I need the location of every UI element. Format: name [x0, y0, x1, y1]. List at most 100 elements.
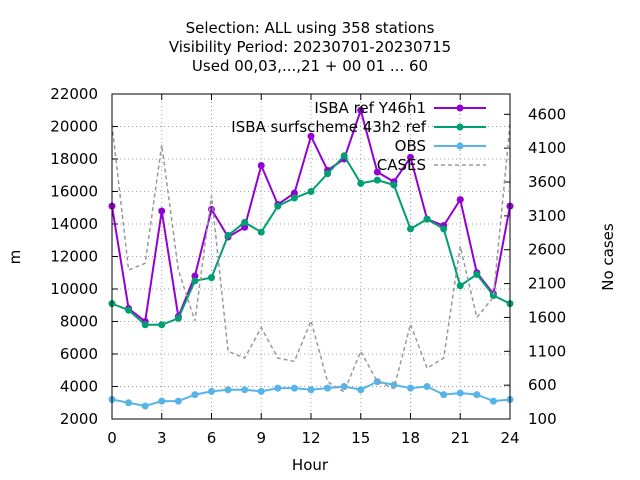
data-point — [224, 231, 232, 239]
y-tick-label: 22000 — [50, 85, 98, 103]
series-cases — [111, 124, 511, 394]
data-point — [241, 223, 249, 231]
legend-label: ISBA surfscheme 43h2 ref — [231, 118, 426, 136]
data-point — [158, 397, 166, 405]
data-point — [407, 384, 414, 392]
y2-tick-label: 3600 — [528, 173, 566, 191]
data-point — [307, 386, 315, 394]
y2-tick-label: 3100 — [528, 207, 566, 225]
y-axis-label: m — [6, 250, 24, 265]
series-layer — [108, 106, 514, 410]
data-point — [224, 386, 232, 394]
legend-marker — [456, 142, 464, 150]
x-tick-label: 21 — [451, 429, 470, 447]
y-tick-label: 8000 — [60, 313, 98, 331]
legend-label: OBS — [395, 137, 426, 155]
y2-tick-label: 100 — [528, 410, 557, 428]
data-point — [208, 274, 215, 282]
data-point — [257, 228, 265, 236]
data-point — [324, 384, 332, 392]
data-point — [440, 391, 448, 399]
x-tick-label: 0 — [107, 429, 117, 447]
plot-frame — [111, 93, 511, 420]
data-point — [257, 387, 265, 395]
data-point — [307, 132, 315, 140]
data-point — [390, 181, 398, 189]
data-point — [191, 391, 199, 399]
data-point — [290, 189, 298, 197]
series-obs — [108, 378, 514, 410]
data-point — [456, 282, 464, 290]
x-axis-ticks: 0 3 6 9 12 15 18 21 24 — [107, 94, 520, 447]
legend-item: ISBA surfscheme 43h2 ref — [231, 118, 486, 136]
y-tick-label: 12000 — [50, 248, 98, 266]
legend-item: CASES — [377, 156, 486, 174]
y2-tick-label: 1600 — [528, 308, 566, 326]
data-point — [423, 383, 431, 390]
legend-label: ISBA ref Y46h1 — [314, 99, 426, 117]
data-point — [274, 384, 282, 392]
data-point — [307, 188, 315, 195]
y2-tick-label: 4100 — [528, 139, 566, 157]
y-tick-label: 2000 — [60, 410, 98, 428]
y-tick-label: 18000 — [50, 150, 98, 168]
data-point — [440, 225, 448, 233]
data-point — [357, 179, 365, 187]
x-tick-label: 24 — [500, 429, 519, 447]
data-point — [373, 378, 381, 386]
legend-item: ISBA ref Y46h1 — [314, 99, 486, 117]
y2-tick-label: 1100 — [528, 342, 566, 360]
data-point — [357, 106, 365, 114]
data-point — [340, 152, 348, 160]
data-point — [174, 397, 182, 405]
data-point — [158, 321, 166, 329]
data-point — [125, 399, 133, 407]
data-point — [473, 270, 481, 278]
x-tick-label: 15 — [351, 429, 370, 447]
data-point — [489, 292, 497, 299]
y2-tick-label: 2100 — [528, 275, 566, 293]
data-point — [489, 397, 497, 405]
x-tick-label: 6 — [207, 429, 217, 447]
y-tick-label: 10000 — [50, 280, 98, 298]
y2-axis-ticks: 100 600 1100 1600 2100 2600 3100 3600 4100 4600 — [504, 105, 566, 428]
data-point — [125, 306, 133, 314]
data-point — [241, 218, 249, 226]
y2-tick-label: 4600 — [528, 105, 566, 123]
data-point — [208, 387, 215, 395]
y-tick-label: 4000 — [60, 378, 98, 396]
data-point — [423, 215, 431, 223]
y2-tick-label: 2600 — [528, 241, 566, 259]
title-line-1: Selection: ALL using 358 stations — [186, 19, 435, 37]
data-point — [158, 207, 166, 215]
y2-axis-label: No cases — [599, 223, 617, 291]
data-point — [407, 225, 414, 233]
chart-title: Selection: ALL using 358 stations Visibi… — [169, 19, 451, 75]
series-line — [111, 124, 511, 394]
series-isba-ref-y46h1 — [108, 106, 514, 325]
x-axis-label: Hour — [292, 456, 329, 474]
data-point — [241, 386, 249, 394]
y-tick-label: 6000 — [60, 345, 98, 363]
data-point — [456, 196, 464, 204]
data-point — [191, 272, 199, 280]
series-line — [111, 154, 511, 326]
data-point — [290, 194, 298, 202]
data-point — [141, 321, 149, 329]
grid — [112, 94, 510, 419]
x-tick-label: 9 — [256, 429, 266, 447]
data-point — [407, 153, 414, 161]
data-point — [473, 391, 481, 399]
legend-marker — [456, 123, 464, 131]
title-line-2: Visibility Period: 20230701-20230715 — [169, 38, 451, 56]
legend-marker — [456, 104, 464, 112]
x-tick-label: 18 — [401, 429, 420, 447]
y-tick-label: 16000 — [50, 183, 98, 201]
legend-item: OBS — [395, 137, 486, 155]
data-point — [290, 384, 298, 392]
data-point — [373, 168, 381, 176]
data-point — [191, 277, 199, 285]
y2-tick-label: 600 — [528, 376, 557, 394]
